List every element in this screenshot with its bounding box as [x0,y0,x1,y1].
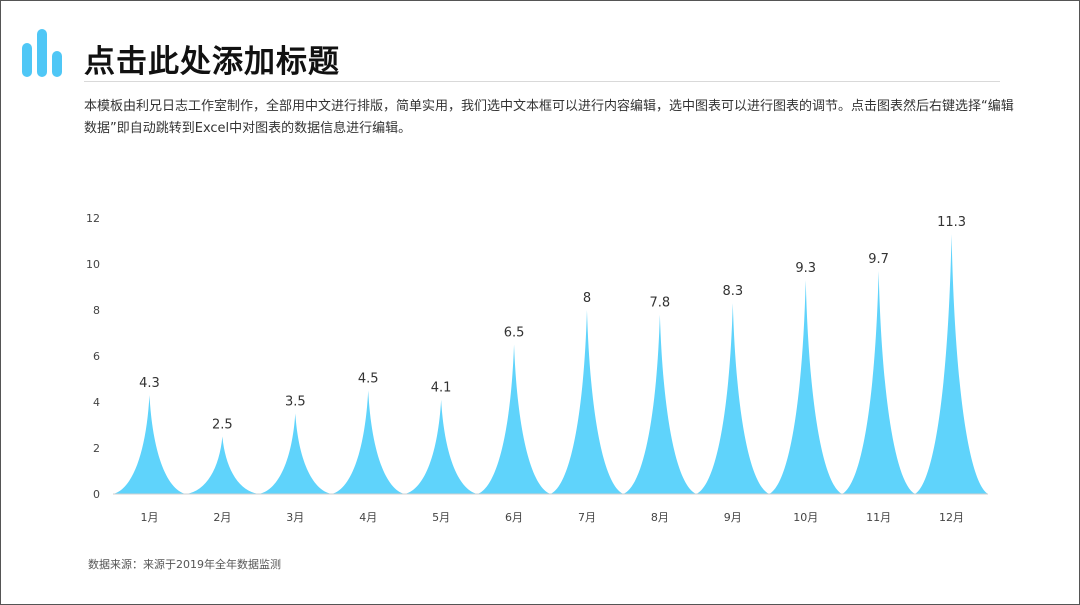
x-tick-label: 4月 [359,511,377,524]
spike-mark[interactable] [477,344,551,495]
x-tick-label: 5月 [432,511,450,524]
data-label: 4.5 [358,372,379,387]
data-label: 8.3 [722,284,743,299]
y-tick-label: 10 [86,258,100,271]
data-label: 3.5 [285,395,306,410]
spike-mark[interactable] [258,413,332,495]
spike-mark[interactable] [623,314,697,494]
x-tick-label: 3月 [286,511,304,524]
spike-mark[interactable] [550,310,624,494]
spike-mark[interactable] [696,303,770,494]
x-tick-label: 7月 [578,511,596,524]
x-tick-label: 12月 [939,511,964,524]
page-title[interactable]: 点击此处添加标题 [84,44,340,80]
x-tick-label: 10月 [793,511,818,524]
chart-marks: 4.3 2.5 3.5 4.5 4.1 6.5 8 7.8 8.3 9.3 9.7 11.3 [113,215,988,494]
data-label: 7.8 [650,296,671,311]
title-divider [84,81,1000,82]
y-tick-label: 0 [93,488,100,501]
spike-mark[interactable] [331,390,405,495]
x-tick-label: 9月 [724,511,742,524]
y-tick-label: 4 [93,396,100,409]
data-label: 6.5 [504,326,525,341]
description-text[interactable]: 本模板由利兄日志工作室制作，全部用中文进行排版，简单实用，我们选中文本框可以进行… [84,99,1014,136]
y-axis: 0 2 4 6 8 10 12 [86,212,100,501]
x-tick-label: 2月 [213,511,231,524]
x-tick-label: 6月 [505,511,523,524]
y-tick-label: 2 [93,442,100,455]
data-source-note: 数据来源：来源于2019年全年数据监测 [88,558,281,571]
bar-logo-icon [22,29,64,77]
spike-chart[interactable]: 0 2 4 6 8 10 12 4.3 2.5 3.5 4.5 4.1 6.5 8 7.8 8.3 9.3 9.… [0,200,1080,540]
spike-mark[interactable] [113,395,186,494]
y-tick-label: 8 [93,304,100,317]
x-tick-label: 11月 [866,511,891,524]
data-label: 4.3 [139,376,160,391]
y-tick-label: 6 [93,350,100,363]
y-tick-label: 12 [86,212,100,225]
spike-mark[interactable] [185,436,259,495]
spike-mark[interactable] [404,399,478,494]
x-axis: 1月 2月 3月 4月 5月 6月 7月 8月 9月 10月 11月 12月 [113,493,988,524]
data-label: 4.1 [431,381,452,396]
spike-mark[interactable] [769,280,843,494]
spike-mark[interactable] [915,234,988,494]
data-label: 2.5 [212,418,233,433]
spike-mark[interactable] [842,270,916,494]
x-tick-label: 1月 [140,511,158,524]
data-label: 9.7 [868,252,889,267]
data-label: 9.3 [795,261,816,276]
data-label: 11.3 [937,215,966,230]
x-tick-label: 8月 [651,511,669,524]
data-label: 8 [583,291,591,306]
